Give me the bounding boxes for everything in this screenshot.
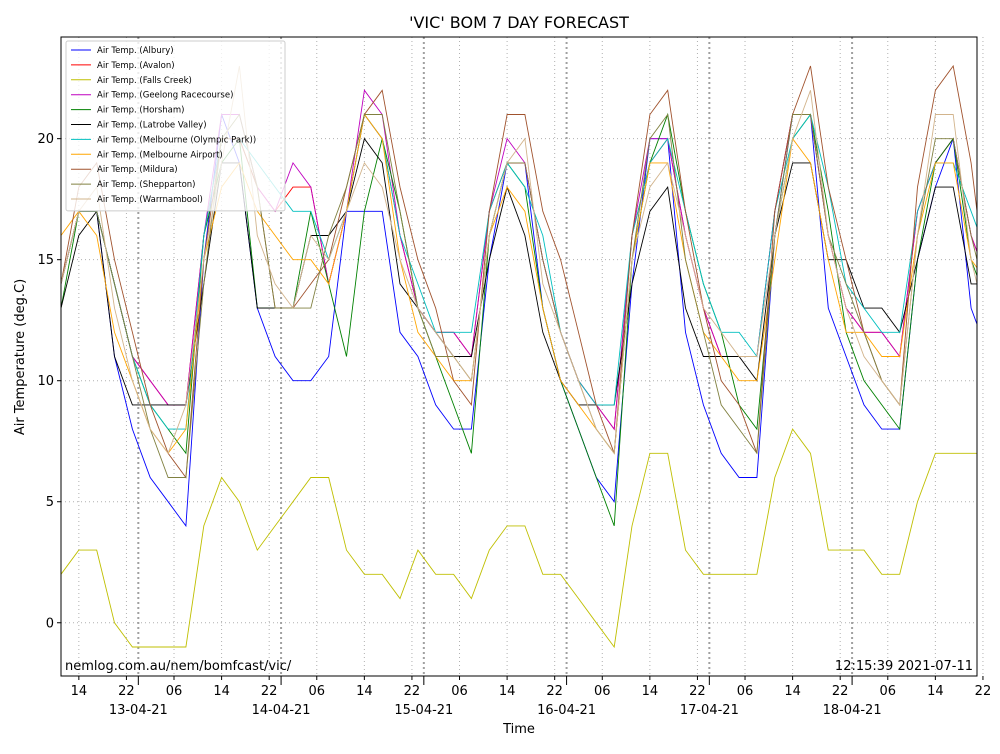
x-hour-tick-label: 22: [975, 684, 992, 699]
x-hour-tick-label: 14: [71, 684, 88, 699]
x-hour-tick-label: 14: [784, 684, 801, 699]
x-hour-tick-label: 22: [546, 684, 563, 699]
y-tick-label: 0: [46, 616, 54, 631]
plot-frame: [60, 36, 978, 677]
x-hour-tick-label: 14: [356, 684, 373, 699]
x-hour-tick-label: 06: [451, 684, 468, 699]
legend-label: Air Temp. (Avalon): [97, 61, 175, 71]
y-tick-label: 15: [37, 253, 54, 268]
y-axis-label: Air Temperature (deg.C): [13, 279, 28, 435]
x-hour-tick-label: 14: [499, 684, 516, 699]
x-hour-tick-label: 22: [689, 684, 706, 699]
x-hour-tick-label: 14: [642, 684, 659, 699]
legend-label: Air Temp. (Geelong Racecourse): [97, 91, 233, 101]
legend-label: Air Temp. (Falls Creek): [97, 76, 192, 86]
x-day-tick-label: 15-04-21: [394, 703, 453, 718]
x-hour-tick-label: 06: [880, 684, 897, 699]
y-tick-label: 20: [37, 132, 54, 147]
x-hour-tick-label: 14: [213, 684, 230, 699]
x-day-tick-label: 16-04-21: [537, 703, 596, 718]
x-hour-tick-label: 06: [737, 684, 754, 699]
chart-title: 'VIC' BOM 7 DAY FORECAST: [409, 13, 629, 32]
y-tick-label: 5: [46, 495, 54, 510]
legend-label: Air Temp. (Mildura): [97, 165, 178, 175]
source-url: nemlog.com.au/nem/bomfcast/vic/: [65, 659, 292, 674]
x-day-tick-label: 17-04-21: [680, 703, 739, 718]
x-hour-tick-label: 22: [118, 684, 135, 699]
legend-label: Air Temp. (Warrnambool): [97, 195, 203, 205]
legend-label: Air Temp. (Albury): [97, 46, 174, 56]
legend-label: Air Temp. (Latrobe Valley): [97, 121, 207, 131]
legend-label: Air Temp. (Melbourne (Olympic Park)): [97, 135, 256, 145]
legend-label: Air Temp. (Shepparton): [97, 180, 196, 190]
legend-label: Air Temp. (Melbourne Airport): [97, 150, 223, 160]
legend: Air Temp. (Albury) Air Temp. (Avalon) Air …: [65, 40, 286, 212]
x-hour-tick-label: 06: [166, 684, 183, 699]
generated-timestamp: 12:15:39 2021-07-11: [835, 659, 973, 674]
x-hour-tick-label: 22: [832, 684, 849, 699]
x-axis-label: Time: [502, 722, 535, 737]
x-day-tick-label: 18-04-21: [823, 703, 882, 718]
x-hour-tick-label: 14: [927, 684, 944, 699]
x-day-tick-label: 13-04-21: [109, 703, 168, 718]
series-line-2: [61, 428, 977, 649]
x-hour-tick-label: 22: [261, 684, 278, 699]
x-day-tick-label: 14-04-21: [252, 703, 311, 718]
x-hour-tick-label: 06: [594, 684, 611, 699]
legend-label: Air Temp. (Horsham): [97, 106, 184, 116]
y-tick-label: 10: [37, 374, 54, 389]
x-hour-tick-label: 22: [404, 684, 421, 699]
x-hour-tick-label: 06: [308, 684, 325, 699]
legend-box: [65, 40, 286, 212]
